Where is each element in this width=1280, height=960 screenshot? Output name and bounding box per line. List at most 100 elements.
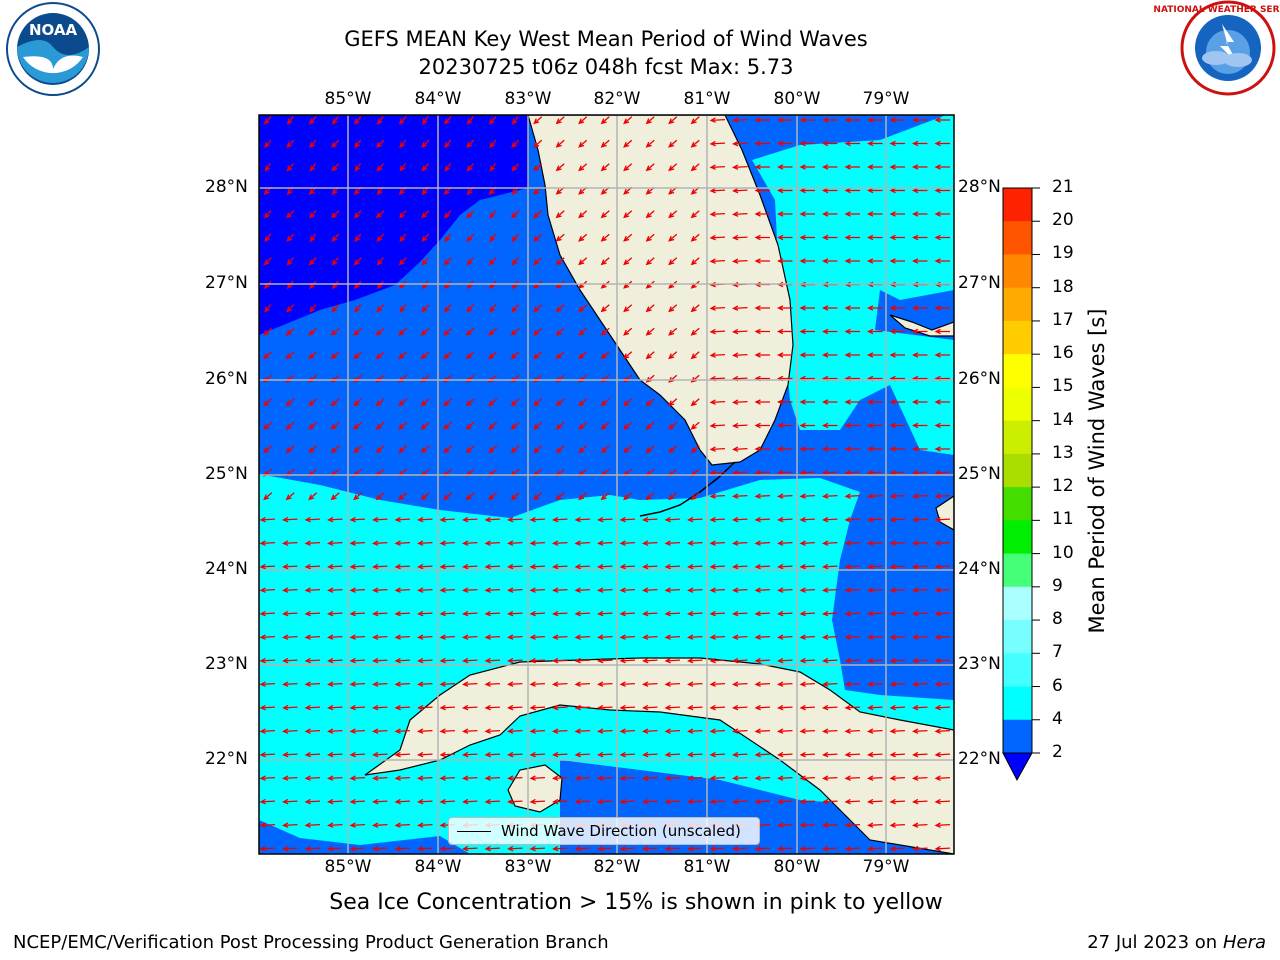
wind-wave-arrow bbox=[844, 446, 860, 452]
wind-wave-arrow bbox=[754, 798, 771, 805]
wind-wave-arrow bbox=[282, 822, 298, 828]
wind-wave-arrow bbox=[394, 822, 411, 828]
wind-wave-arrow bbox=[754, 657, 771, 664]
wind-wave-arrow bbox=[867, 540, 883, 546]
wind-wave-arrow bbox=[912, 446, 928, 452]
wind-wave-arrow bbox=[420, 421, 430, 430]
wind-wave-arrow bbox=[709, 117, 726, 123]
wind-wave-arrow bbox=[349, 634, 366, 640]
wind-wave-arrow bbox=[552, 845, 568, 852]
wind-wave-arrow bbox=[889, 681, 906, 687]
wind-wave-arrow bbox=[889, 469, 906, 476]
wind-wave-arrow bbox=[642, 775, 658, 781]
wind-wave-arrow bbox=[578, 304, 588, 313]
wind-wave-arrow bbox=[645, 163, 655, 172]
wind-wave-arrow bbox=[777, 422, 793, 429]
wind-wave-arrow bbox=[578, 421, 588, 430]
wind-wave-arrow bbox=[844, 328, 860, 335]
wind-wave-arrow bbox=[822, 704, 838, 711]
wind-wave-arrow bbox=[304, 634, 321, 640]
wind-wave-arrow bbox=[619, 563, 636, 570]
wind-wave-arrow bbox=[511, 233, 520, 243]
wind-wave-arrow bbox=[912, 775, 928, 781]
wind-wave-arrow bbox=[330, 398, 340, 407]
wind-wave-arrow bbox=[444, 139, 452, 149]
wind-wave-arrow bbox=[889, 540, 906, 546]
wind-wave-arrow bbox=[597, 540, 613, 546]
wind-wave-arrow bbox=[822, 798, 838, 805]
wind-wave-arrow bbox=[372, 610, 388, 617]
wind-wave-arrow bbox=[732, 516, 748, 523]
wind-wave-arrow bbox=[465, 398, 475, 407]
wind-wave-arrow bbox=[844, 187, 860, 194]
wind-wave-arrow bbox=[484, 540, 501, 546]
wind-wave-arrow bbox=[552, 516, 568, 523]
wind-wave-arrow bbox=[912, 399, 928, 405]
wind-wave-arrow bbox=[259, 704, 276, 711]
wind-wave-arrow bbox=[844, 822, 861, 828]
wind-wave-arrow bbox=[552, 610, 568, 617]
wind-wave-arrow bbox=[844, 751, 861, 758]
wind-wave-arrow bbox=[822, 681, 838, 687]
wind-wave-arrow bbox=[777, 516, 793, 523]
wind-wave-arrow bbox=[465, 351, 475, 360]
wind-wave-arrow bbox=[889, 563, 906, 570]
wind-wave-arrow bbox=[555, 210, 565, 219]
wind-wave-arrow bbox=[444, 163, 452, 172]
wind-wave-arrow bbox=[912, 140, 928, 147]
wind-wave-arrow bbox=[484, 775, 501, 781]
wind-wave-arrow bbox=[417, 610, 433, 617]
wind-wave-arrow bbox=[867, 822, 883, 828]
wind-wave-arrow bbox=[443, 257, 452, 266]
wind-wave-arrow bbox=[912, 822, 928, 828]
wind-wave-arrow bbox=[488, 492, 498, 501]
wind-wave-arrow bbox=[304, 822, 321, 828]
wind-wave-arrow bbox=[462, 681, 478, 687]
footer-date-text: 27 Jul 2023 on bbox=[1087, 932, 1223, 953]
wind-wave-arrow bbox=[645, 327, 655, 336]
wind-wave-arrow bbox=[934, 681, 951, 687]
wind-wave-arrow bbox=[304, 728, 321, 734]
wind-wave-arrow bbox=[799, 587, 816, 593]
wind-wave-arrow bbox=[417, 563, 433, 570]
wind-wave-arrow bbox=[709, 845, 726, 852]
wind-wave-arrow bbox=[867, 845, 883, 852]
wind-wave-arrow bbox=[466, 163, 475, 172]
wind-wave-arrow bbox=[867, 516, 883, 523]
lon-label-top: 81°W bbox=[683, 89, 731, 109]
wind-wave-arrow bbox=[799, 469, 816, 476]
colorbar-band bbox=[1003, 553, 1032, 588]
wind-wave-arrow bbox=[844, 117, 860, 123]
wind-wave-arrow bbox=[844, 728, 861, 734]
wind-wave-arrow bbox=[304, 587, 321, 593]
wind-wave-arrow bbox=[889, 234, 905, 241]
wind-wave-arrow bbox=[417, 587, 433, 593]
wind-wave-arrow bbox=[934, 704, 951, 711]
wind-wave-arrow bbox=[511, 163, 520, 172]
lat-label-right: 28°N bbox=[958, 177, 1001, 197]
wind-wave-arrow bbox=[466, 304, 475, 313]
wind-wave-arrow bbox=[286, 139, 295, 148]
wind-wave-arrow bbox=[867, 704, 883, 711]
wind-wave-arrow bbox=[327, 657, 343, 664]
wind-wave-arrow bbox=[264, 139, 272, 149]
wind-wave-arrow bbox=[822, 493, 838, 499]
wind-wave-arrow bbox=[867, 234, 883, 241]
wind-wave-arrow bbox=[867, 422, 883, 429]
wind-wave-arrow bbox=[264, 304, 272, 313]
wind-wave-arrow bbox=[398, 492, 408, 501]
wind-wave-arrow bbox=[462, 540, 478, 546]
wind-wave-arrow bbox=[372, 587, 388, 593]
wind-wave-arrow bbox=[912, 845, 928, 852]
wind-wave-arrow bbox=[484, 845, 501, 852]
wind-wave-arrow bbox=[934, 563, 951, 570]
wind-wave-arrow bbox=[349, 822, 366, 828]
wind-wave-arrow bbox=[330, 492, 340, 501]
wind-wave-arrow bbox=[664, 516, 681, 523]
legend-label: Wind Wave Direction (unscaled) bbox=[501, 822, 741, 840]
wind-wave-arrow bbox=[282, 681, 298, 687]
wind-wave-arrow bbox=[844, 704, 861, 711]
wind-wave-arrow bbox=[777, 681, 793, 687]
wind-wave-arrow bbox=[597, 610, 613, 617]
wind-wave-arrow bbox=[799, 657, 816, 664]
